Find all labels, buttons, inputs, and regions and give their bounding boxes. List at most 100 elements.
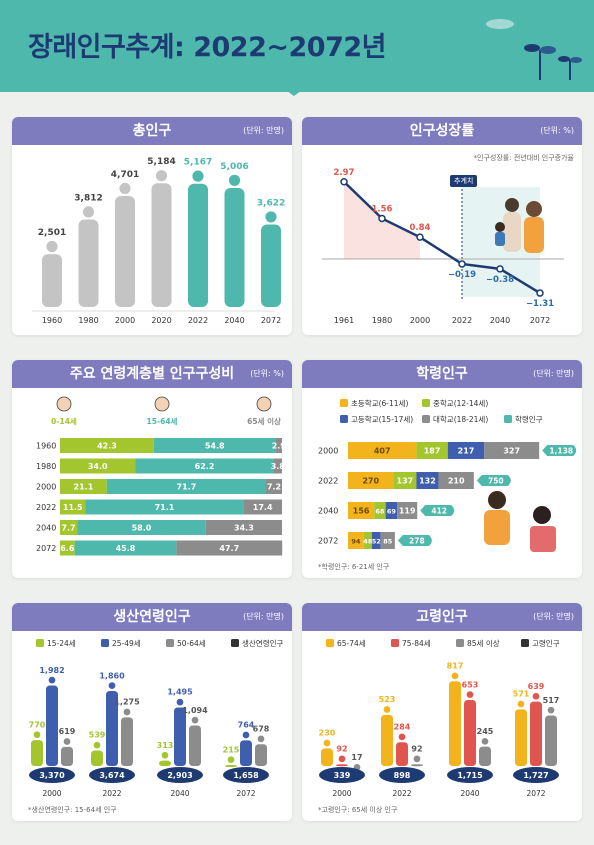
data-label: 270 <box>362 477 379 486</box>
person-head <box>413 755 421 763</box>
legend-label: 중학교(12-14세) <box>433 398 488 408</box>
panel-growth-rate: 인구성장률 (단위: %) *인구성장률: 전년대비 인구증가율 2.97 1961… <box>302 117 582 335</box>
total-badge <box>476 475 511 486</box>
value-bar <box>530 692 542 766</box>
legend-swatch <box>326 639 334 647</box>
growth-line <box>343 180 541 295</box>
value-bar <box>121 708 133 766</box>
tick-label: 2072 <box>236 789 255 798</box>
school-bar-segment <box>380 532 395 549</box>
person-head <box>119 182 131 195</box>
data-label: 571 <box>513 690 530 699</box>
tick-label: 2040 <box>170 789 189 798</box>
age-bar-segment <box>266 479 282 494</box>
student-head-illustration <box>488 491 506 509</box>
panel-unit: (단위: 만명) <box>243 126 284 135</box>
panel-school-age: 학령인구 (단위: 만명) 초등학교(6-11세) 중학교(12-14세) 고등학교(… <box>302 360 582 578</box>
person-body <box>479 746 491 766</box>
person-body <box>464 699 476 766</box>
total-label: 3,370 <box>39 771 65 780</box>
panel-unit: (단위: %) <box>250 369 284 378</box>
legend-label: 50-64세 <box>177 639 206 648</box>
value-bar <box>449 672 461 766</box>
school-bar-segment <box>416 442 448 459</box>
total-oval <box>157 767 203 783</box>
data-label: 92 <box>411 744 422 753</box>
data-label: 6.6 <box>60 544 75 553</box>
person-body <box>115 196 135 307</box>
age-bar-segment <box>60 458 136 474</box>
person-body <box>336 764 348 767</box>
data-label: 523 <box>379 695 396 704</box>
panel-unit: (단위: 만명) <box>243 612 284 621</box>
legend-label: 고령인구 <box>532 638 560 648</box>
tick-label: 2022 <box>452 316 472 325</box>
data-label: 1,275 <box>114 698 140 707</box>
person-body <box>261 224 281 307</box>
school-bar-segment <box>393 472 417 489</box>
face-icon <box>256 396 272 412</box>
total-label: 1,715 <box>457 771 483 780</box>
person-head <box>451 672 459 680</box>
sprout-decoration <box>486 19 582 80</box>
data-label: 327 <box>503 447 520 456</box>
legend-label: 생산연령인구 <box>242 638 283 648</box>
book-illustration <box>530 526 556 552</box>
tick-label: 2040 <box>224 316 244 325</box>
age-bar-segment <box>60 499 86 515</box>
value-bar <box>46 676 58 766</box>
tick-label: 2072 <box>318 537 338 546</box>
legend-swatch <box>340 415 348 423</box>
tick-label: 2022 <box>318 477 338 486</box>
tick-label: 2040 <box>318 507 338 516</box>
total-label: 1,727 <box>523 771 548 780</box>
person-head <box>257 735 265 743</box>
data-label: 313 <box>157 741 174 750</box>
person-head <box>517 700 525 708</box>
person-body <box>240 740 252 766</box>
age-structure-chart: 0-14세 15-64세 65세 이상 1960 42.3 54.8 2.9 1980 34.0… <box>36 396 286 556</box>
data-point <box>458 260 466 268</box>
population-bar <box>115 182 135 307</box>
data-label: 92 <box>336 744 347 753</box>
person-body <box>31 740 43 766</box>
person-head <box>161 751 169 759</box>
value-bar <box>255 735 267 766</box>
tick-label: 1980 <box>36 462 56 471</box>
value-bar <box>396 733 408 766</box>
legend-label: 고등학교(15-17세) <box>351 414 413 424</box>
total-oval <box>319 767 365 783</box>
data-label: 17.4 <box>253 503 273 512</box>
person-head <box>191 716 199 724</box>
face-icon <box>56 396 72 412</box>
legend-label: 초등학교(6-11세) <box>351 398 408 408</box>
age-bar-segment <box>205 520 282 535</box>
data-label: 54.8 <box>205 442 225 451</box>
panel-title: 고령인구 <box>416 609 468 625</box>
person-body <box>545 715 557 766</box>
total-label: 750 <box>488 477 504 486</box>
age-bar-segment <box>106 479 267 494</box>
panel-unit: (단위: 만명) <box>533 369 574 378</box>
person-head <box>155 170 168 182</box>
person-head <box>63 738 71 745</box>
header-notch <box>280 86 308 96</box>
data-label: 0.84 <box>410 223 431 233</box>
data-label: 68 <box>375 508 385 516</box>
total-oval <box>379 767 425 783</box>
legend-label: 학령인구 <box>515 414 543 424</box>
legend-swatch <box>391 639 399 647</box>
person-body <box>225 765 237 768</box>
person-body <box>411 764 423 767</box>
school-bar-segment <box>371 532 381 549</box>
data-label: 42.3 <box>97 442 117 451</box>
tick-label: 2000 <box>318 447 338 456</box>
tick-label: 2072 <box>530 316 550 325</box>
total-badge <box>542 445 577 456</box>
total-label: 2,903 <box>167 771 192 780</box>
tick-label: 2022 <box>36 503 56 512</box>
population-bar <box>151 170 172 307</box>
value-bar <box>159 751 171 766</box>
school-bar-segment <box>447 442 485 459</box>
data-label: 4,701 <box>111 170 139 180</box>
